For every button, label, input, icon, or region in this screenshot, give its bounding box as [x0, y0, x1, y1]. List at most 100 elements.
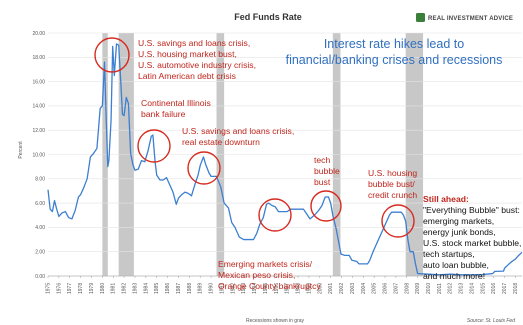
x-tick-label: 1989 [198, 283, 204, 294]
annotation-line: auto loan bubble, [423, 260, 489, 270]
x-tick-label: 2015 [480, 283, 486, 294]
x-tick-label: 2003 [350, 283, 356, 294]
x-tick-label: 1986 [165, 283, 171, 294]
annotation-line: and much more! [423, 271, 485, 281]
annotation-line: Latin American debt crisis [138, 71, 236, 81]
chart-title: Fed Funds Rate [234, 12, 302, 22]
x-axis-ticks: 1975 1976 1977 1978 1979 1980 1981 1982 1983 1984… [46, 276, 519, 294]
brand-logo-icon [416, 13, 425, 22]
x-tick-label: 1983 [132, 283, 138, 294]
x-tick-label: 1981 [111, 283, 117, 294]
headline-line-2: financial/banking crises and recessions [286, 53, 503, 67]
x-tick-label: 2016 [491, 283, 497, 294]
annotation-line: U.S. automotive industry crisis, [138, 60, 256, 70]
annotation-line: Emerging markets crisis/ [218, 259, 313, 269]
x-tick-label: 2000 [317, 283, 323, 294]
annotation-1989-savings-loans: U.S. savings and loans crisis, real esta… [182, 126, 294, 147]
highlight-circles [94, 37, 415, 238]
y-tick-label: 20.00 [32, 31, 45, 37]
annotation-line: tech startups, [423, 249, 475, 259]
annotation-line: tech [314, 155, 330, 165]
annotation-1984-continental-illinois: Continental Illinois bank failure [141, 98, 211, 119]
x-tick-label: 2001 [328, 283, 334, 294]
annotation-line: U.S. housing market bust, [138, 49, 237, 59]
x-tick-label: 1977 [67, 283, 73, 294]
x-tick-label: 2007 [393, 283, 399, 294]
series-lines [47, 43, 523, 276]
x-tick-label: 1992 [230, 283, 236, 294]
annotation-line: energy junk bonds, [423, 227, 496, 237]
y-tick-label: 12.00 [32, 128, 45, 134]
highlight-circle-1984 [137, 129, 171, 163]
x-tick-label: 1985 [154, 283, 160, 294]
annotation-line: Still ahead: [423, 194, 469, 204]
annotation-line: Orange County bankruptcy [218, 281, 321, 291]
x-tick-label: 2005 [372, 283, 378, 294]
y-tick-label: 18.00 [32, 55, 45, 61]
x-tick-label: 2013 [459, 283, 465, 294]
x-tick-label: 1996 [274, 283, 280, 294]
x-tick-label: 1990 [209, 283, 215, 294]
x-tick-label: 2011 [437, 283, 443, 294]
headline-line-1: Interest rate hikes lead to [324, 37, 464, 51]
x-tick-label: 1997 [285, 283, 291, 294]
x-tick-label: 1978 [78, 283, 84, 294]
fed-funds-rate-line [47, 43, 523, 276]
x-tick-label: 1998 [296, 283, 302, 294]
x-tick-label: 2014 [469, 283, 475, 294]
brand-logo: REAL INVESTMENT ADVICE [416, 13, 513, 22]
y-tick-label: 2.00 [35, 250, 45, 256]
x-tick-label: 1979 [89, 283, 95, 294]
y-axis-label: Percent [18, 141, 24, 159]
annotation-line: emerging markets, [423, 216, 494, 226]
x-tick-label: 2018 [513, 283, 519, 294]
x-tick-label: 2004 [361, 283, 367, 294]
annotation-line: U.S. stock market bubble, [423, 238, 521, 248]
annotation-line: real estate downturn [182, 137, 260, 147]
annotation-line: bust [314, 177, 331, 187]
x-tick-label: 2009 [415, 283, 421, 294]
x-tick-label: 2017 [502, 283, 508, 294]
annotation-line: U.S. savings and loans crisis, [138, 38, 250, 48]
y-tick-label: 4.00 [35, 225, 45, 231]
annotation-2007-housing: U.S. housing bubble bust/ credit crunch [368, 168, 417, 200]
x-tick-label: 1993 [241, 283, 247, 294]
annotation-line: credit crunch [368, 190, 417, 200]
highlight-circle-2007 [381, 204, 415, 238]
x-tick-label: 2012 [448, 283, 454, 294]
x-tick-label: 1999 [306, 283, 312, 294]
y-tick-label: 10.00 [32, 152, 45, 158]
x-tick-label: 2010 [426, 283, 432, 294]
annotation-line: U.S. savings and loans crisis, [182, 126, 294, 136]
highlight-circle-1995 [258, 198, 292, 232]
x-tick-label: 1987 [176, 283, 182, 294]
annotation-line: "Everything Bubble" bust: [423, 205, 520, 215]
annotation-line: U.S. housing [368, 168, 417, 178]
annotation-line: bubble bust/ [368, 179, 415, 189]
x-tick-label: 1982 [122, 283, 128, 294]
annotation-1981-crises: U.S. savings and loans crisis, U.S. hous… [138, 38, 256, 81]
x-tick-label: 1988 [187, 283, 193, 294]
y-tick-label: 14.00 [32, 104, 45, 110]
x-tick-label: 1976 [56, 283, 62, 294]
y-tick-label: 8.00 [35, 177, 45, 183]
x-axis-label: Recessions shown in gray [246, 318, 305, 324]
brand-text: REAL INVESTMENT ADVICE [428, 16, 513, 22]
annotation-line: bubble [314, 166, 340, 176]
x-tick-label: 1975 [46, 283, 52, 294]
annotation-line: Mexican peso crisis, [218, 270, 295, 280]
annotation-2000-tech-bubble: tech bubble bust [314, 155, 340, 187]
source-note: Source: St. Louis Fed [467, 318, 515, 324]
highlight-circle-2000 [310, 190, 342, 222]
x-tick-label: 2002 [339, 283, 345, 294]
y-tick-label: 6.00 [35, 201, 45, 207]
x-tick-label: 1984 [143, 283, 149, 294]
y-tick-label: 16.00 [32, 79, 45, 85]
x-tick-label: 2006 [383, 283, 389, 294]
x-tick-label: 1991 [219, 283, 225, 294]
annotation-still-ahead: Still ahead: "Everything Bubble" bust: e… [423, 194, 521, 281]
y-axis-ticks: 0.00 2.00 4.00 6.00 8.00 10.00 12.00 14.00 16.00… [32, 31, 45, 280]
highlight-circle-1981 [94, 37, 130, 73]
